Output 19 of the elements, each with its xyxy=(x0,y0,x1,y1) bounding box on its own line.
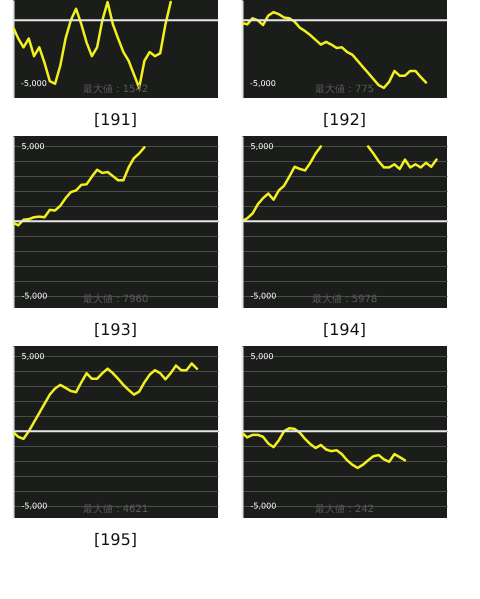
annotation: 最大値：1542 xyxy=(82,83,148,95)
annotation: 最大値：775 xyxy=(314,83,374,95)
y-tick-label: -5,000 xyxy=(22,502,48,511)
y-tick-label: 5,000 xyxy=(250,352,274,361)
y-tick-label: 5,000 xyxy=(250,142,274,151)
y-tick-label: -5,000 xyxy=(250,502,276,511)
annotation: 最大値：242 xyxy=(314,503,374,515)
y-tick-label: 5,000 xyxy=(22,142,44,151)
text: [195] xyxy=(94,530,138,549)
y-tick-label: 5,000 xyxy=(22,352,44,361)
text: [191] xyxy=(94,110,138,129)
y-tick-label: -5,000 xyxy=(22,292,48,301)
annotation: 最大値：5978 xyxy=(312,293,378,305)
text: [194] xyxy=(322,320,366,339)
annotation: 最大値：7960 xyxy=(82,293,148,305)
text: [192] xyxy=(322,110,366,129)
y-tick-label: -5,000 xyxy=(250,292,276,301)
annotation: 最大値：4621 xyxy=(82,503,148,515)
text: [193] xyxy=(94,320,138,339)
